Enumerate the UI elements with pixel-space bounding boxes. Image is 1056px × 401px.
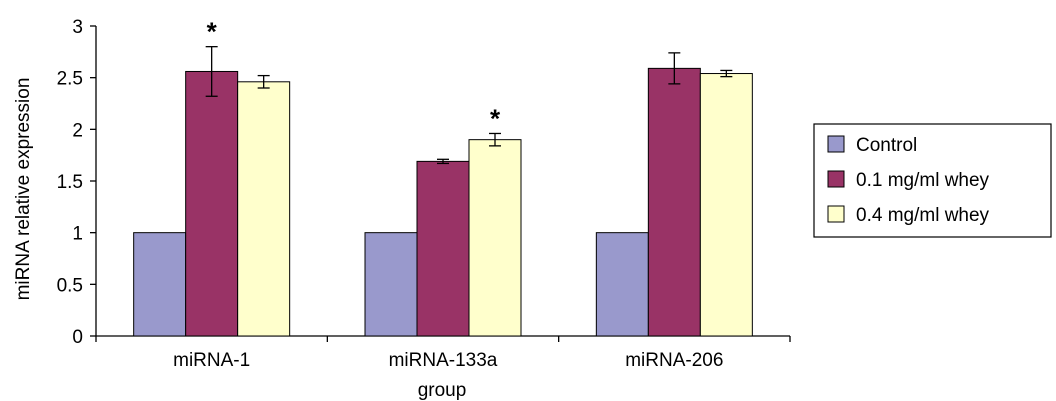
bar <box>133 232 187 337</box>
legend-label: Control <box>856 135 917 156</box>
bar <box>595 232 649 337</box>
y-axis: 0 0.5 1 1.5 2 2.5 3 <box>57 17 97 348</box>
category-label: miRNA-133a <box>389 350 498 371</box>
y-axis-title: miRNA relative expression <box>13 78 34 301</box>
legend-label: 0.1 mg/ml whey <box>856 170 990 191</box>
bar <box>185 70 239 337</box>
bar <box>364 232 418 337</box>
bars <box>133 67 753 337</box>
y-tick-label: 2 <box>72 120 83 141</box>
y-tick-label: 3 <box>72 17 83 38</box>
bar <box>699 73 753 337</box>
legend-label: 0.4 mg/ml whey <box>856 205 990 226</box>
y-tick-label: 1.5 <box>57 172 83 193</box>
bar <box>237 81 291 337</box>
bar <box>416 160 470 337</box>
bar <box>468 139 522 337</box>
y-tick-label: 2.5 <box>57 69 83 90</box>
category-label: miRNA-206 <box>625 350 723 371</box>
y-tick-label: 1 <box>72 224 83 245</box>
category-label: miRNA-1 <box>173 350 250 371</box>
legend-swatch <box>827 205 845 223</box>
y-tick-label: 0.5 <box>57 275 83 296</box>
legend-swatch <box>827 135 845 153</box>
significance-star: * <box>490 103 501 133</box>
legend-frame <box>813 123 1052 238</box>
significance-star: * <box>207 17 218 47</box>
legend-swatch <box>827 170 845 188</box>
y-tick-label: 0 <box>72 327 83 348</box>
x-axis-title: group <box>418 380 467 401</box>
annotations: ** <box>207 17 501 134</box>
x-axis: miRNA-1 miRNA-133a miRNA-206 <box>95 335 791 371</box>
bar <box>647 67 701 337</box>
error-bars <box>205 46 733 165</box>
legend: Control 0.1 mg/ml whey 0.4 mg/ml whey <box>813 123 1052 238</box>
